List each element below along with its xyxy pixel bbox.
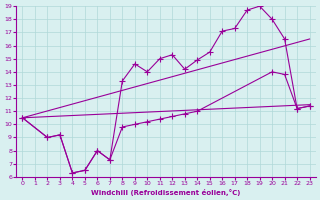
X-axis label: Windchill (Refroidissement éolien,°C): Windchill (Refroidissement éolien,°C): [91, 189, 241, 196]
